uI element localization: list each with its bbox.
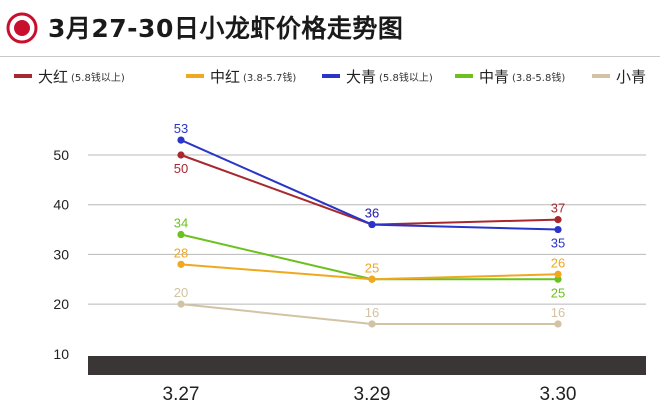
- data-point: [177, 151, 185, 159]
- legend-label: 中红: [210, 67, 241, 86]
- legend-label: 大青: [346, 67, 377, 86]
- data-label: 26: [551, 255, 565, 270]
- legend-range: (3.8-5.8钱): [512, 72, 566, 84]
- data-point: [554, 216, 562, 224]
- y-tick-label: 40: [53, 197, 69, 213]
- data-label: 53: [174, 121, 188, 136]
- data-point: [554, 270, 562, 278]
- legend-item-dahong: 大红 (5.8钱以上): [14, 64, 125, 88]
- x-axis-band: [88, 356, 646, 375]
- legend-range: (5.8钱以上): [71, 72, 125, 84]
- chart-title: 3月27-30日小龙虾价格走势图: [48, 14, 404, 43]
- data-point: [177, 230, 185, 239]
- data-label: 37: [551, 201, 565, 216]
- legend-swatch: [14, 74, 32, 78]
- legend: 大红 (5.8钱以上) 中红 (3.8-5.7钱) 大青 (5.8钱以上) 中青…: [0, 64, 660, 88]
- data-label: 36: [365, 206, 379, 221]
- legend-item-xiaoqing: 小青: [592, 64, 646, 88]
- legend-item-zhongqing: 中青 (3.8-5.8钱): [455, 64, 565, 88]
- data-label: 25: [551, 285, 565, 300]
- legend-label: 大红: [38, 67, 69, 86]
- y-tick-label: 20: [53, 296, 69, 312]
- data-label: 20: [174, 285, 188, 300]
- data-point: [368, 275, 376, 283]
- data-point: [177, 136, 185, 144]
- data-point: [554, 320, 562, 328]
- data-point: [554, 275, 562, 283]
- legend-label: 小青: [616, 67, 647, 86]
- legend-range: (3.8-5.7钱): [243, 72, 297, 84]
- data-point: [368, 220, 376, 229]
- data-label: 28: [174, 245, 188, 260]
- y-tick-label: 30: [53, 246, 69, 262]
- x-tick-label: 3.29: [354, 384, 391, 405]
- data-label: 16: [365, 305, 379, 320]
- x-tick-label: 3.30: [540, 384, 577, 405]
- record-icon: [6, 12, 38, 44]
- data-point: [177, 300, 185, 308]
- legend-swatch: [322, 74, 340, 78]
- title-divider: [0, 56, 660, 57]
- data-label: 16: [551, 305, 565, 320]
- legend-item-daqing: 大青 (5.8钱以上): [322, 64, 433, 88]
- header: 3月27-30日小龙虾价格走势图: [0, 0, 660, 60]
- data-point: [554, 225, 562, 234]
- legend-range: (5.8钱以上): [379, 72, 433, 84]
- data-label: 25: [365, 260, 379, 275]
- y-tick-label: 50: [53, 147, 69, 163]
- legend-swatch: [592, 74, 610, 78]
- data-point: [368, 320, 376, 328]
- legend-swatch: [455, 74, 473, 78]
- data-point: [177, 260, 185, 268]
- data-label: 36: [365, 206, 379, 221]
- data-label: 50: [174, 161, 188, 176]
- data-label: 35: [551, 236, 565, 251]
- legend-label: 中青: [479, 67, 510, 86]
- x-tick-label: 3.27: [163, 384, 200, 405]
- legend-item-zhonghong: 中红 (3.8-5.7钱): [186, 64, 296, 88]
- legend-swatch: [186, 74, 204, 78]
- data-label: 34: [174, 216, 188, 231]
- y-tick-label: 10: [53, 346, 69, 362]
